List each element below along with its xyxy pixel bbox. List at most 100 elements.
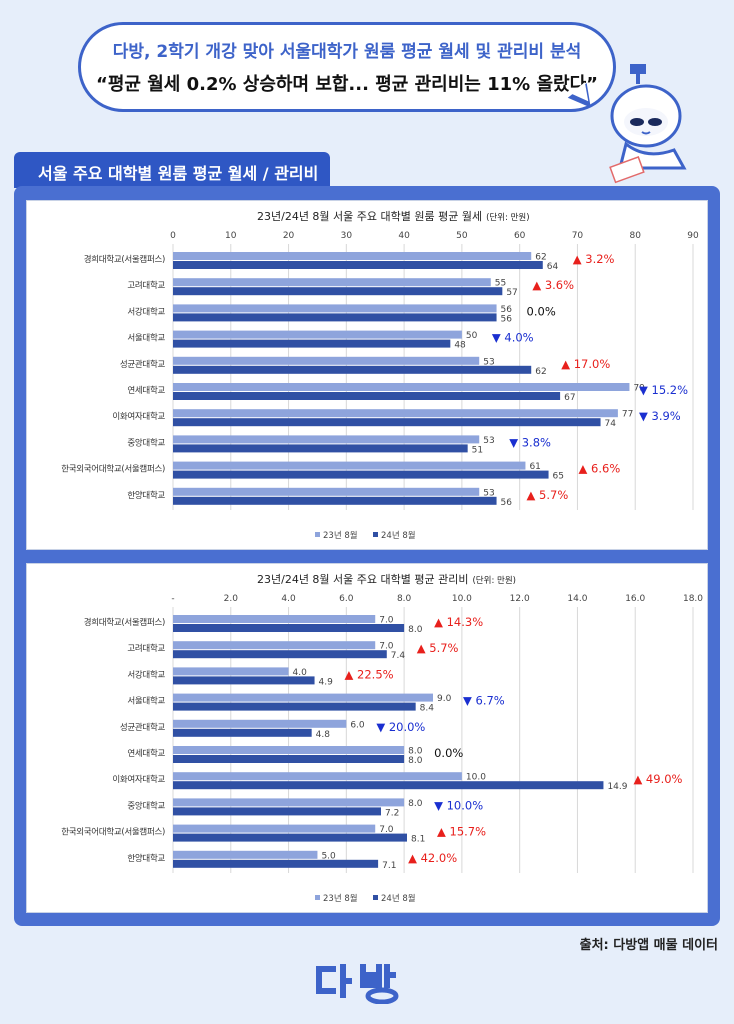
data-label-2024: 51 — [472, 445, 483, 455]
source-note: 출처: 다방앱 매물 데이터 — [579, 938, 718, 953]
category-label: 이화여자대학교 — [112, 411, 165, 422]
change-label: ▲ 15.7% — [437, 825, 486, 839]
legend-swatch-2024 — [373, 532, 378, 537]
bar-2024 — [173, 676, 315, 685]
data-label-2024: 14.9 — [607, 782, 627, 792]
bar-2024 — [173, 755, 405, 763]
dabang-logo: 다방 — [316, 964, 399, 1004]
x-tick-label: 70 — [572, 231, 584, 241]
category-label: 한양대학교 — [127, 853, 165, 864]
x-tick-label: 80 — [629, 231, 641, 241]
data-label-2023: 53 — [483, 488, 494, 498]
data-label-2023: 77 — [622, 410, 633, 420]
category-label: 경희대학교(서울캠퍼스) — [84, 254, 165, 265]
data-label-2023: 6.0 — [350, 720, 365, 730]
bar-2024 — [173, 261, 543, 269]
category-label: 한국외국어대학교(서울캠퍼스) — [61, 464, 165, 475]
bar-2023 — [173, 772, 462, 781]
category-label: 성균관대학교 — [120, 359, 166, 370]
data-label-2024: 62 — [535, 367, 546, 377]
data-label-2023: 53 — [483, 436, 494, 446]
category-label: 서강대학교 — [127, 306, 165, 317]
bar-2023 — [173, 461, 526, 470]
rent-chart: 23년/24년 8월 서울 주요 대학별 원룸 평균 월세 (단위: 만원) 0 10… — [61, 210, 699, 541]
change-label: ▲ 42.0% — [408, 851, 457, 865]
data-label-2024: 56 — [501, 498, 513, 508]
category-label: 연세대학교 — [127, 748, 165, 759]
data-label-2024: 57 — [506, 288, 517, 298]
bar-2023 — [173, 409, 618, 418]
change-label: ▼ 4.0% — [492, 331, 534, 345]
change-label: ▼ 3.9% — [639, 409, 681, 423]
data-label-2024: 7.2 — [385, 808, 399, 818]
change-label: ▲ 3.6% — [532, 278, 574, 292]
x-tick-label: 30 — [341, 231, 353, 241]
bar-2023 — [173, 719, 347, 728]
change-label: ▲ 17.0% — [561, 357, 610, 371]
change-label: ▲ 49.0% — [633, 772, 682, 786]
x-tick-label: 6.0 — [339, 594, 354, 604]
headline-line-2: “평균 월세 0.2% 상승하며 보합... 평균 관리비는 11% 올랐다” — [96, 74, 598, 95]
legend-label-2024: 24년 8월 — [381, 893, 416, 904]
data-label-2023: 9.0 — [437, 694, 452, 704]
headline-bubble: 다방, 2학기 개강 맞아 서울대학가 원룸 평균 월세 및 관리비 분석 “평… — [78, 22, 616, 112]
category-label: 이화여자대학교 — [112, 774, 165, 785]
data-label-2024: 4.9 — [319, 677, 334, 687]
data-label-2023: 50 — [466, 331, 478, 341]
category-label: 서강대학교 — [127, 669, 165, 680]
x-tick-label: - — [171, 594, 174, 604]
rent-chart-panel: 23년/24년 8월 서울 주요 대학별 원룸 평균 월세 (단위: 만원) 0 10… — [26, 200, 708, 550]
x-tick-label: 0 — [170, 231, 176, 241]
bar-2024 — [173, 287, 503, 296]
bar-2024 — [173, 702, 416, 711]
data-label-2024: 48 — [454, 341, 466, 351]
fee-chart-panel: 23년/24년 8월 서울 주요 대학별 평균 관리비 (단위: 만원) - 2.0 4… — [26, 563, 708, 913]
category-label: 서울대학교 — [127, 696, 165, 707]
data-label-2023: 4.0 — [293, 668, 308, 678]
category-label: 연세대학교 — [127, 385, 165, 396]
bar-2024 — [173, 444, 468, 453]
data-label-2024: 8.4 — [420, 704, 435, 714]
legend-label-2024: 24년 8월 — [381, 530, 416, 541]
legend-swatch-2023 — [315, 895, 320, 900]
x-tick-label: 10.0 — [452, 594, 472, 604]
change-label: ▲ 14.3% — [434, 615, 483, 629]
x-tick-label: 20 — [283, 231, 295, 241]
bar-2024 — [173, 313, 497, 322]
bar-2024 — [173, 470, 549, 479]
chart-title-text: 23년/24년 8월 서울 주요 대학별 평균 관리비 — [257, 573, 468, 586]
bar-2024 — [173, 833, 407, 842]
data-label-2024: 64 — [547, 262, 559, 272]
bar-2023 — [173, 487, 480, 496]
change-label: ▲ 5.7% — [417, 641, 459, 655]
bar-2023 — [173, 667, 289, 676]
change-label: ▲ 6.6% — [579, 462, 621, 476]
bar-2024 — [173, 859, 379, 868]
legend-label-2023: 23년 8월 — [323, 893, 358, 904]
category-label: 한양대학교 — [127, 490, 165, 501]
x-tick-label: 60 — [514, 231, 526, 241]
data-label-2023: 61 — [529, 462, 540, 472]
data-label-2024: 7.1 — [382, 861, 396, 871]
chart-title: 23년/24년 8월 서울 주요 대학별 평균 관리비 (단위: 만원) — [257, 573, 516, 586]
chart-unit: (단위: 만원) — [472, 575, 515, 586]
bar-2023 — [173, 278, 491, 287]
bar-2023 — [173, 824, 376, 833]
category-label: 한국외국어대학교(서울캠퍼스) — [61, 827, 165, 838]
category-label: 경희대학교(서울캠퍼스) — [84, 617, 165, 628]
x-tick-label: 10 — [225, 231, 237, 241]
x-tick-label: 14.0 — [567, 594, 587, 604]
bar-2023 — [173, 693, 433, 702]
data-label-2024: 8.1 — [411, 835, 425, 845]
bar-2023 — [173, 435, 480, 444]
x-tick-label: 50 — [456, 231, 468, 241]
bar-2023 — [173, 746, 405, 754]
x-tick-label: 90 — [687, 231, 699, 241]
bar-2024 — [173, 728, 312, 737]
change-label: ▲ 22.5% — [345, 667, 394, 681]
data-label-2023: 7.0 — [379, 825, 394, 835]
bar-2023 — [173, 383, 630, 391]
change-label: ▲ 3.2% — [573, 252, 615, 266]
bar-2023 — [173, 641, 376, 650]
x-tick-label: 16.0 — [625, 594, 645, 604]
